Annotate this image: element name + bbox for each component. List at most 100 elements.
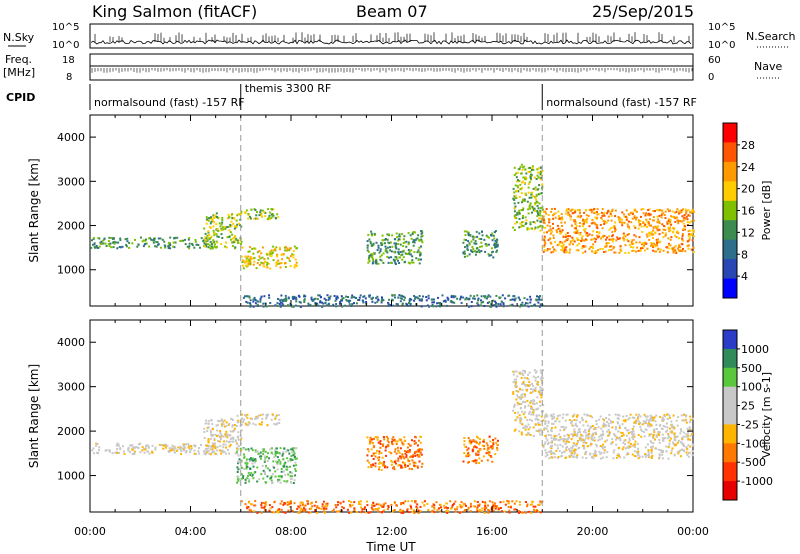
heatmap-cell: [527, 404, 530, 407]
heatmap-cell: [170, 447, 173, 450]
heatmap-cell: [243, 453, 245, 456]
cpid-segment-label: normalsound (fast) -157 RF: [94, 96, 245, 109]
heatmap-cell: [517, 396, 520, 399]
heatmap-cell: [292, 454, 295, 457]
heatmap-cell: [475, 247, 478, 250]
heatmap-cell: [475, 459, 478, 462]
heatmap-cell: [615, 443, 618, 446]
heatmap-cell: [413, 511, 416, 514]
heatmap-cell: [189, 451, 192, 453]
heatmap-cell: [206, 451, 209, 454]
heatmap-cell: [540, 392, 543, 395]
heatmap-cell: [539, 400, 541, 403]
heatmap-cell: [184, 446, 187, 449]
heatmap-cell: [370, 255, 373, 258]
heatmap-cell: [487, 451, 490, 454]
heatmap-cell: [460, 501, 463, 503]
heatmap-cell: [593, 452, 596, 455]
heatmap-cell: [361, 299, 364, 302]
station-title: King Salmon (fitACF): [92, 2, 257, 21]
heatmap-cell: [659, 240, 662, 243]
heatmap-cell: [666, 422, 668, 425]
heatmap-cell: [260, 252, 263, 255]
heatmap-cell: [543, 244, 546, 247]
heatmap-cell: [220, 449, 223, 452]
heatmap-cell: [441, 294, 444, 297]
heatmap-cell: [137, 243, 140, 246]
heatmap-cell: [265, 464, 267, 467]
heatmap-cell: [447, 297, 450, 300]
heatmap-cell: [475, 441, 478, 444]
heatmap-cell: [413, 251, 416, 254]
heatmap-cell: [477, 303, 480, 306]
heatmap-cell: [634, 422, 637, 425]
heatmap-cell: [586, 414, 589, 417]
heatmap-cell: [631, 434, 634, 437]
heatmap-cell: [215, 424, 218, 427]
heatmap-cell: [666, 429, 669, 432]
heatmap-cell: [216, 446, 219, 449]
heatmap-cell: [367, 233, 370, 236]
heatmap-cell: [493, 507, 495, 509]
heatmap-cell: [115, 241, 118, 244]
heatmap-cell: [616, 454, 619, 457]
heatmap-cell: [403, 457, 406, 460]
heatmap-cell: [682, 208, 685, 211]
heatmap-cell: [494, 230, 497, 232]
heatmap-cell: [615, 426, 617, 429]
heatmap-cell: [516, 171, 519, 174]
heatmap-cell: [407, 261, 410, 264]
heatmap-cell: [288, 249, 291, 252]
heatmap-cell: [244, 422, 247, 425]
heatmap-cell: [243, 468, 246, 471]
heatmap-cell: [469, 505, 472, 508]
heatmap-cell: [240, 473, 243, 476]
heatmap-cell: [464, 246, 466, 249]
heatmap-cell: [647, 449, 650, 452]
heatmap-cell: [220, 223, 223, 226]
date-title: 25/Sep/2015: [592, 2, 694, 21]
heatmap-cell: [282, 300, 284, 302]
heatmap-cell: [596, 231, 598, 234]
heatmap-cell: [92, 447, 95, 450]
heatmap-cell: [266, 424, 269, 427]
heatmap-cell: [647, 422, 650, 425]
heatmap-cell: [643, 243, 646, 245]
heatmap-cell: [515, 197, 518, 199]
heatmap-cell: [476, 509, 479, 512]
heatmap-cell: [566, 232, 569, 234]
heatmap-cell: [463, 452, 466, 455]
heatmap-cell: [631, 249, 634, 252]
heatmap-cell: [595, 445, 598, 448]
heatmap-cell: [599, 248, 602, 250]
heatmap-cell: [220, 423, 223, 426]
heatmap-cell: [246, 505, 249, 508]
heatmap-cell: [416, 507, 419, 510]
heatmap-cell: [605, 417, 608, 419]
heatmap-cell: [348, 500, 351, 502]
heatmap-cell: [575, 419, 578, 422]
heatmap-cell: [530, 413, 533, 416]
heatmap-cell: [621, 423, 624, 426]
heatmap-cell: [632, 249, 635, 252]
heatmap-cell: [517, 510, 520, 512]
heatmap-cell: [538, 202, 541, 205]
heatmap-cell: [285, 297, 287, 300]
heatmap-cell: [605, 456, 608, 459]
heatmap-cell: [378, 466, 381, 468]
heatmap-cell: [537, 298, 540, 301]
heatmap-cell: [341, 297, 344, 300]
heatmap-cell: [239, 213, 242, 216]
heatmap-cell: [231, 217, 234, 220]
heatmap-cell: [249, 257, 252, 260]
heatmap-cell: [616, 436, 619, 439]
heatmap-cell: [661, 416, 664, 419]
heatmap-cell: [594, 250, 597, 252]
heatmap-cell: [206, 430, 209, 432]
heatmap-cell: [486, 295, 489, 298]
heatmap-cell: [537, 510, 540, 513]
heatmap-cell: [329, 295, 332, 298]
heatmap-cell: [581, 219, 584, 222]
heatmap-cell: [682, 443, 685, 446]
heatmap-cell: [276, 510, 279, 513]
